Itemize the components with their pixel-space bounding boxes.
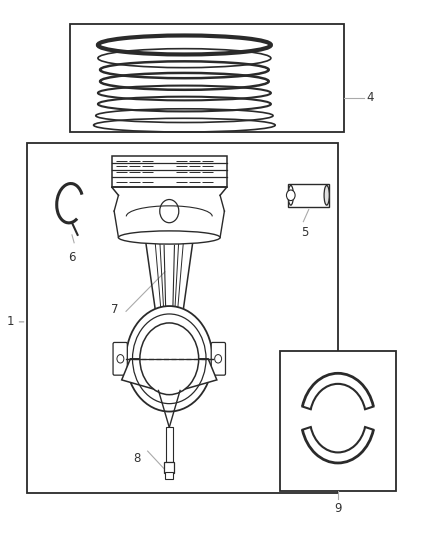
Text: 9: 9: [334, 502, 342, 515]
Ellipse shape: [288, 185, 293, 205]
Bar: [27, 142, 338, 494]
Bar: [70, 24, 344, 132]
Text: 1: 1: [6, 316, 24, 328]
Circle shape: [126, 306, 212, 411]
Text: 5: 5: [301, 227, 308, 239]
Bar: [279, 351, 396, 491]
Circle shape: [286, 190, 295, 200]
Text: 4: 4: [366, 91, 374, 104]
Circle shape: [117, 354, 124, 363]
Bar: [166, 472, 173, 479]
Bar: [112, 156, 226, 188]
Bar: [166, 427, 173, 462]
Ellipse shape: [118, 231, 220, 244]
Text: 7: 7: [111, 303, 119, 316]
Circle shape: [140, 323, 199, 394]
Text: 8: 8: [133, 452, 140, 465]
Text: 6: 6: [68, 251, 76, 264]
Circle shape: [160, 199, 179, 223]
Bar: [164, 462, 174, 473]
Circle shape: [215, 354, 222, 363]
Bar: [288, 184, 329, 207]
FancyBboxPatch shape: [113, 342, 127, 375]
Ellipse shape: [324, 185, 329, 205]
FancyBboxPatch shape: [211, 342, 226, 375]
Polygon shape: [122, 359, 217, 391]
